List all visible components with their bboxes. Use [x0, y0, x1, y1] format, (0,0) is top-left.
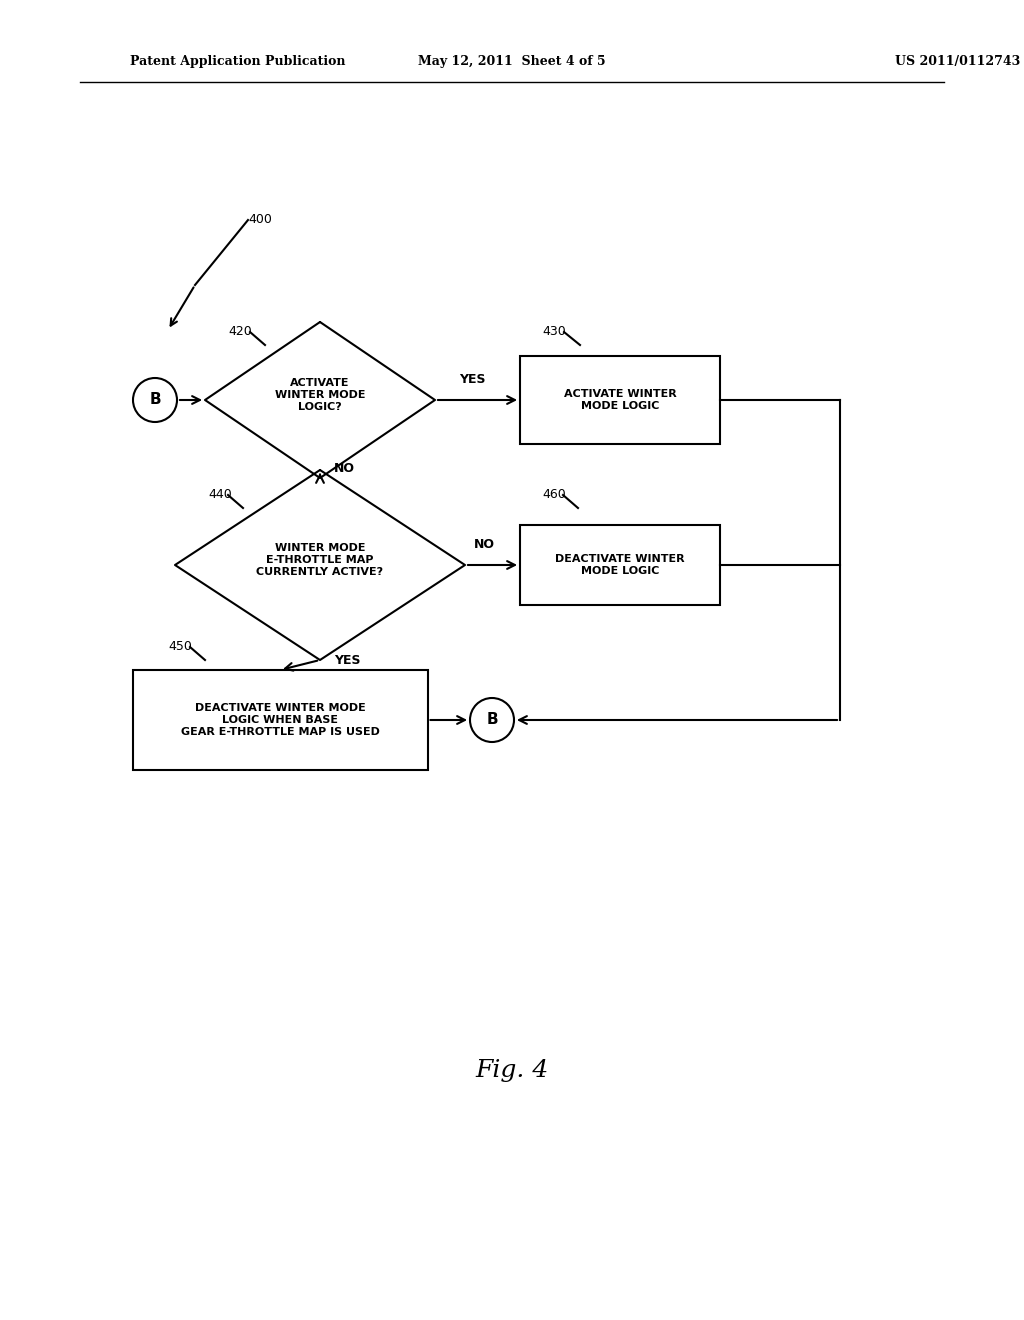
Text: ACTIVATE WINTER
MODE LOGIC: ACTIVATE WINTER MODE LOGIC [563, 389, 677, 412]
Bar [520, 356, 720, 444]
Text: 420: 420 [228, 325, 252, 338]
Text: YES: YES [459, 374, 485, 385]
Text: YES: YES [334, 653, 360, 667]
Text: 460: 460 [542, 488, 565, 502]
Text: 430: 430 [542, 325, 565, 338]
Text: NO: NO [474, 539, 495, 550]
Text: US 2011/0112743 A1: US 2011/0112743 A1 [895, 55, 1024, 69]
Text: 440: 440 [208, 488, 231, 502]
Text: May 12, 2011  Sheet 4 of 5: May 12, 2011 Sheet 4 of 5 [418, 55, 606, 69]
Text: NO: NO [334, 462, 355, 475]
Text: Patent Application Publication: Patent Application Publication [130, 55, 345, 69]
Bar [520, 525, 720, 605]
Text: 450: 450 [168, 640, 191, 653]
Text: Fig. 4: Fig. 4 [475, 1059, 549, 1081]
Text: B: B [150, 392, 161, 408]
Text: 400: 400 [248, 213, 272, 226]
Text: DEACTIVATE WINTER MODE
LOGIC WHEN BASE
GEAR E-THROTTLE MAP IS USED: DEACTIVATE WINTER MODE LOGIC WHEN BASE G… [180, 702, 380, 738]
Text: DEACTIVATE WINTER
MODE LOGIC: DEACTIVATE WINTER MODE LOGIC [555, 554, 685, 577]
Text: WINTER MODE
E-THROTTLE MAP
CURRENTLY ACTIVE?: WINTER MODE E-THROTTLE MAP CURRENTLY ACT… [256, 543, 384, 577]
Bar [132, 671, 427, 770]
Text: B: B [486, 713, 498, 727]
Text: ACTIVATE
WINTER MODE
LOGIC?: ACTIVATE WINTER MODE LOGIC? [274, 378, 366, 412]
